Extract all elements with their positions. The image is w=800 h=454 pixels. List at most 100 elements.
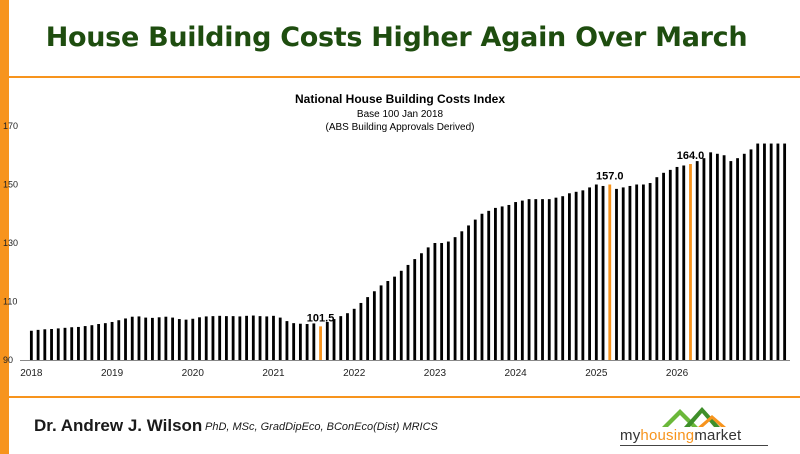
x-tick-label: 2022 bbox=[343, 368, 366, 379]
bar bbox=[224, 316, 228, 361]
bar bbox=[527, 199, 531, 361]
bar bbox=[103, 323, 107, 360]
y-tick-label: 110 bbox=[3, 297, 17, 307]
bar bbox=[144, 317, 148, 360]
bar bbox=[339, 316, 343, 361]
bar bbox=[426, 247, 430, 360]
y-tick-label: 130 bbox=[3, 238, 18, 248]
bar bbox=[231, 316, 235, 361]
bar-labels: 101.5 157.0 164.0 bbox=[307, 150, 704, 324]
bar bbox=[292, 323, 296, 360]
header-divider bbox=[9, 76, 800, 78]
bar bbox=[480, 213, 484, 360]
logo-text-market: market bbox=[694, 427, 742, 444]
bar bbox=[460, 231, 464, 360]
building-costs-chart: National House Building Costs Index Base… bbox=[3, 92, 790, 379]
header: House Building Costs Higher Again Over M… bbox=[9, 0, 800, 76]
bar bbox=[90, 325, 94, 360]
bar bbox=[56, 328, 60, 360]
bar bbox=[736, 158, 739, 360]
bar bbox=[191, 318, 195, 360]
bar bbox=[635, 184, 639, 360]
bar bbox=[561, 196, 565, 360]
bar bbox=[325, 321, 329, 360]
y-tick-label: 150 bbox=[3, 180, 18, 190]
bar bbox=[211, 316, 215, 361]
bar-highlight bbox=[689, 164, 692, 360]
bar bbox=[756, 143, 760, 360]
bar bbox=[729, 161, 733, 360]
bar bbox=[43, 329, 47, 360]
bar bbox=[769, 143, 773, 360]
bar bbox=[63, 327, 67, 360]
bar bbox=[763, 143, 766, 360]
left-accent-bar bbox=[0, 0, 9, 454]
bar bbox=[467, 225, 470, 360]
bar bbox=[695, 161, 699, 360]
bar bbox=[722, 155, 726, 360]
bar bbox=[547, 199, 551, 361]
bar bbox=[494, 207, 497, 360]
x-tick-label: 2023 bbox=[424, 368, 447, 379]
bar bbox=[305, 324, 309, 360]
bar-data-label: 157.0 bbox=[596, 171, 624, 183]
bar bbox=[534, 199, 538, 361]
y-tick-label: 90 bbox=[3, 355, 13, 365]
bar bbox=[157, 317, 161, 360]
bar bbox=[702, 158, 706, 360]
bar bbox=[386, 281, 390, 360]
chart-subtitle: Base 100 Jan 2018 bbox=[357, 109, 444, 120]
bar bbox=[171, 317, 175, 360]
bar bbox=[298, 323, 302, 360]
bar bbox=[574, 191, 578, 360]
bar bbox=[420, 253, 423, 360]
bar bbox=[541, 199, 544, 361]
bar bbox=[393, 276, 396, 360]
bar bbox=[352, 308, 356, 360]
bar bbox=[366, 297, 370, 360]
logo-text-my: my bbox=[620, 427, 641, 444]
bar bbox=[204, 316, 208, 360]
bar bbox=[554, 197, 558, 360]
bar bbox=[507, 204, 511, 360]
bar bbox=[749, 149, 753, 360]
bar bbox=[77, 326, 80, 360]
bar bbox=[514, 202, 518, 360]
chart-subtitle-source: (ABS Building Approvals Derived) bbox=[326, 122, 475, 133]
bar bbox=[668, 169, 672, 361]
bar bbox=[130, 316, 134, 360]
bar bbox=[500, 206, 504, 360]
bar bbox=[218, 315, 222, 360]
x-tick-label: 2020 bbox=[182, 368, 205, 379]
bar bbox=[124, 318, 127, 360]
bar bbox=[433, 243, 437, 360]
x-tick-label: 2025 bbox=[585, 368, 608, 379]
bar bbox=[715, 153, 719, 360]
bar bbox=[50, 329, 53, 360]
x-axis: 2018 2019 2020 2021 2022 2023 2024 2025 2026 bbox=[20, 368, 688, 379]
logo-text-housing: housing bbox=[640, 427, 695, 444]
bar bbox=[413, 259, 417, 360]
bar bbox=[198, 317, 201, 360]
bar bbox=[238, 316, 242, 360]
bar bbox=[588, 187, 591, 360]
bar bbox=[594, 184, 598, 360]
bar bbox=[278, 317, 282, 360]
bar bbox=[520, 200, 524, 360]
y-tick-label: 170 bbox=[3, 121, 18, 131]
bar bbox=[641, 184, 645, 360]
bar bbox=[568, 193, 571, 360]
bar bbox=[709, 152, 713, 360]
bar bbox=[258, 316, 262, 361]
x-tick-label: 2018 bbox=[20, 368, 43, 379]
bar bbox=[137, 316, 141, 360]
chart-title: National House Building Costs Index bbox=[295, 92, 505, 106]
bar bbox=[177, 319, 181, 360]
author-name: Dr. Andrew J. Wilson bbox=[34, 416, 203, 435]
bar bbox=[675, 166, 679, 360]
bar bbox=[251, 315, 255, 360]
bar-data-label: 164.0 bbox=[677, 150, 705, 162]
bar-highlight bbox=[319, 326, 322, 360]
bar bbox=[272, 315, 275, 360]
bar bbox=[372, 291, 376, 360]
